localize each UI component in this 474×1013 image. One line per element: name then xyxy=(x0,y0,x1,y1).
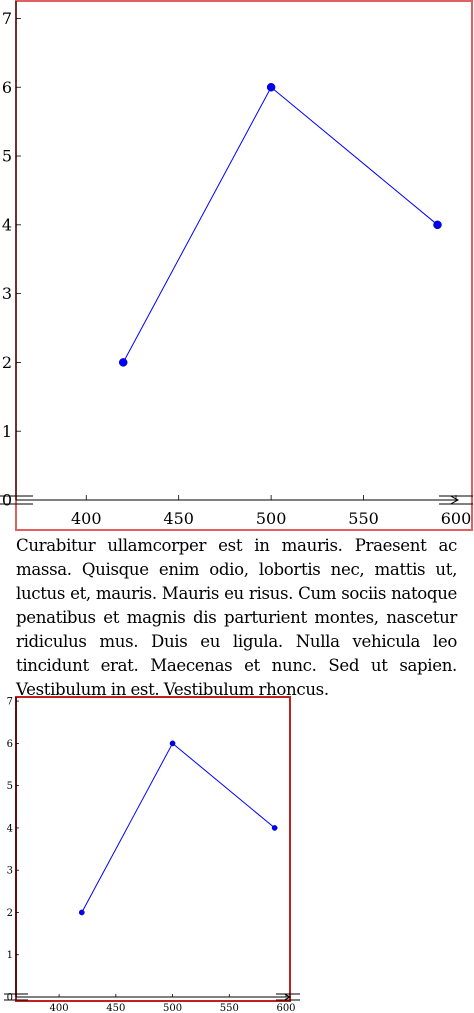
y-tick-label: 2 xyxy=(7,908,13,919)
y-tick-label: 3 xyxy=(2,284,12,303)
x-tick-label: 550 xyxy=(348,509,379,528)
data-point xyxy=(118,358,128,367)
y-tick-label: 5 xyxy=(2,147,12,166)
data-point xyxy=(433,220,442,230)
body-paragraph: Curabitur ullamcorper est in mauris. Pra… xyxy=(16,536,457,699)
y-tick-label: 6 xyxy=(2,78,12,97)
x-tick-label: 450 xyxy=(106,1003,125,1013)
y-tick-label: 7 xyxy=(2,9,12,28)
x-tick-label: 550 xyxy=(220,1003,239,1013)
x-tick-label: 500 xyxy=(163,1003,182,1013)
y-tick-label: 2 xyxy=(2,353,12,372)
y-tick-label: 3 xyxy=(7,866,13,877)
x-axis-arrow xyxy=(284,993,292,1001)
plot-frame xyxy=(15,696,291,1002)
series-line xyxy=(81,742,275,913)
y-tick-label: 7 xyxy=(7,697,13,708)
data-point xyxy=(169,740,176,747)
y-axis-break-mark xyxy=(4,993,28,1001)
data-point xyxy=(266,82,276,92)
x-tick-label: 400 xyxy=(50,1003,69,1013)
x-axis-arrow xyxy=(450,495,460,505)
y-axis-break-mark xyxy=(0,495,33,505)
y-tick-label: 0 xyxy=(2,491,12,510)
x-tick-label: 450 xyxy=(163,509,194,528)
x-tick-label: 600 xyxy=(441,509,472,528)
y-tick-label: 6 xyxy=(7,739,13,750)
data-point xyxy=(78,909,85,916)
x-axis-break-mark xyxy=(276,993,300,1001)
x-tick-label: 500 xyxy=(256,509,287,528)
y-tick-label: 0 xyxy=(7,993,13,1004)
y-tick-label: 4 xyxy=(7,823,13,834)
chart-top: 400 450 500 550 600 0 1 2 3 4 5 6 7 xyxy=(0,0,473,531)
y-tick-label: 1 xyxy=(2,422,12,441)
data-point xyxy=(271,825,278,831)
x-tick-label: 400 xyxy=(71,509,102,528)
y-tick-label: 4 xyxy=(2,215,12,234)
y-tick-label: 5 xyxy=(7,781,13,792)
x-tick-label: 600 xyxy=(276,1003,295,1013)
y-tick-label: 1 xyxy=(7,950,13,961)
